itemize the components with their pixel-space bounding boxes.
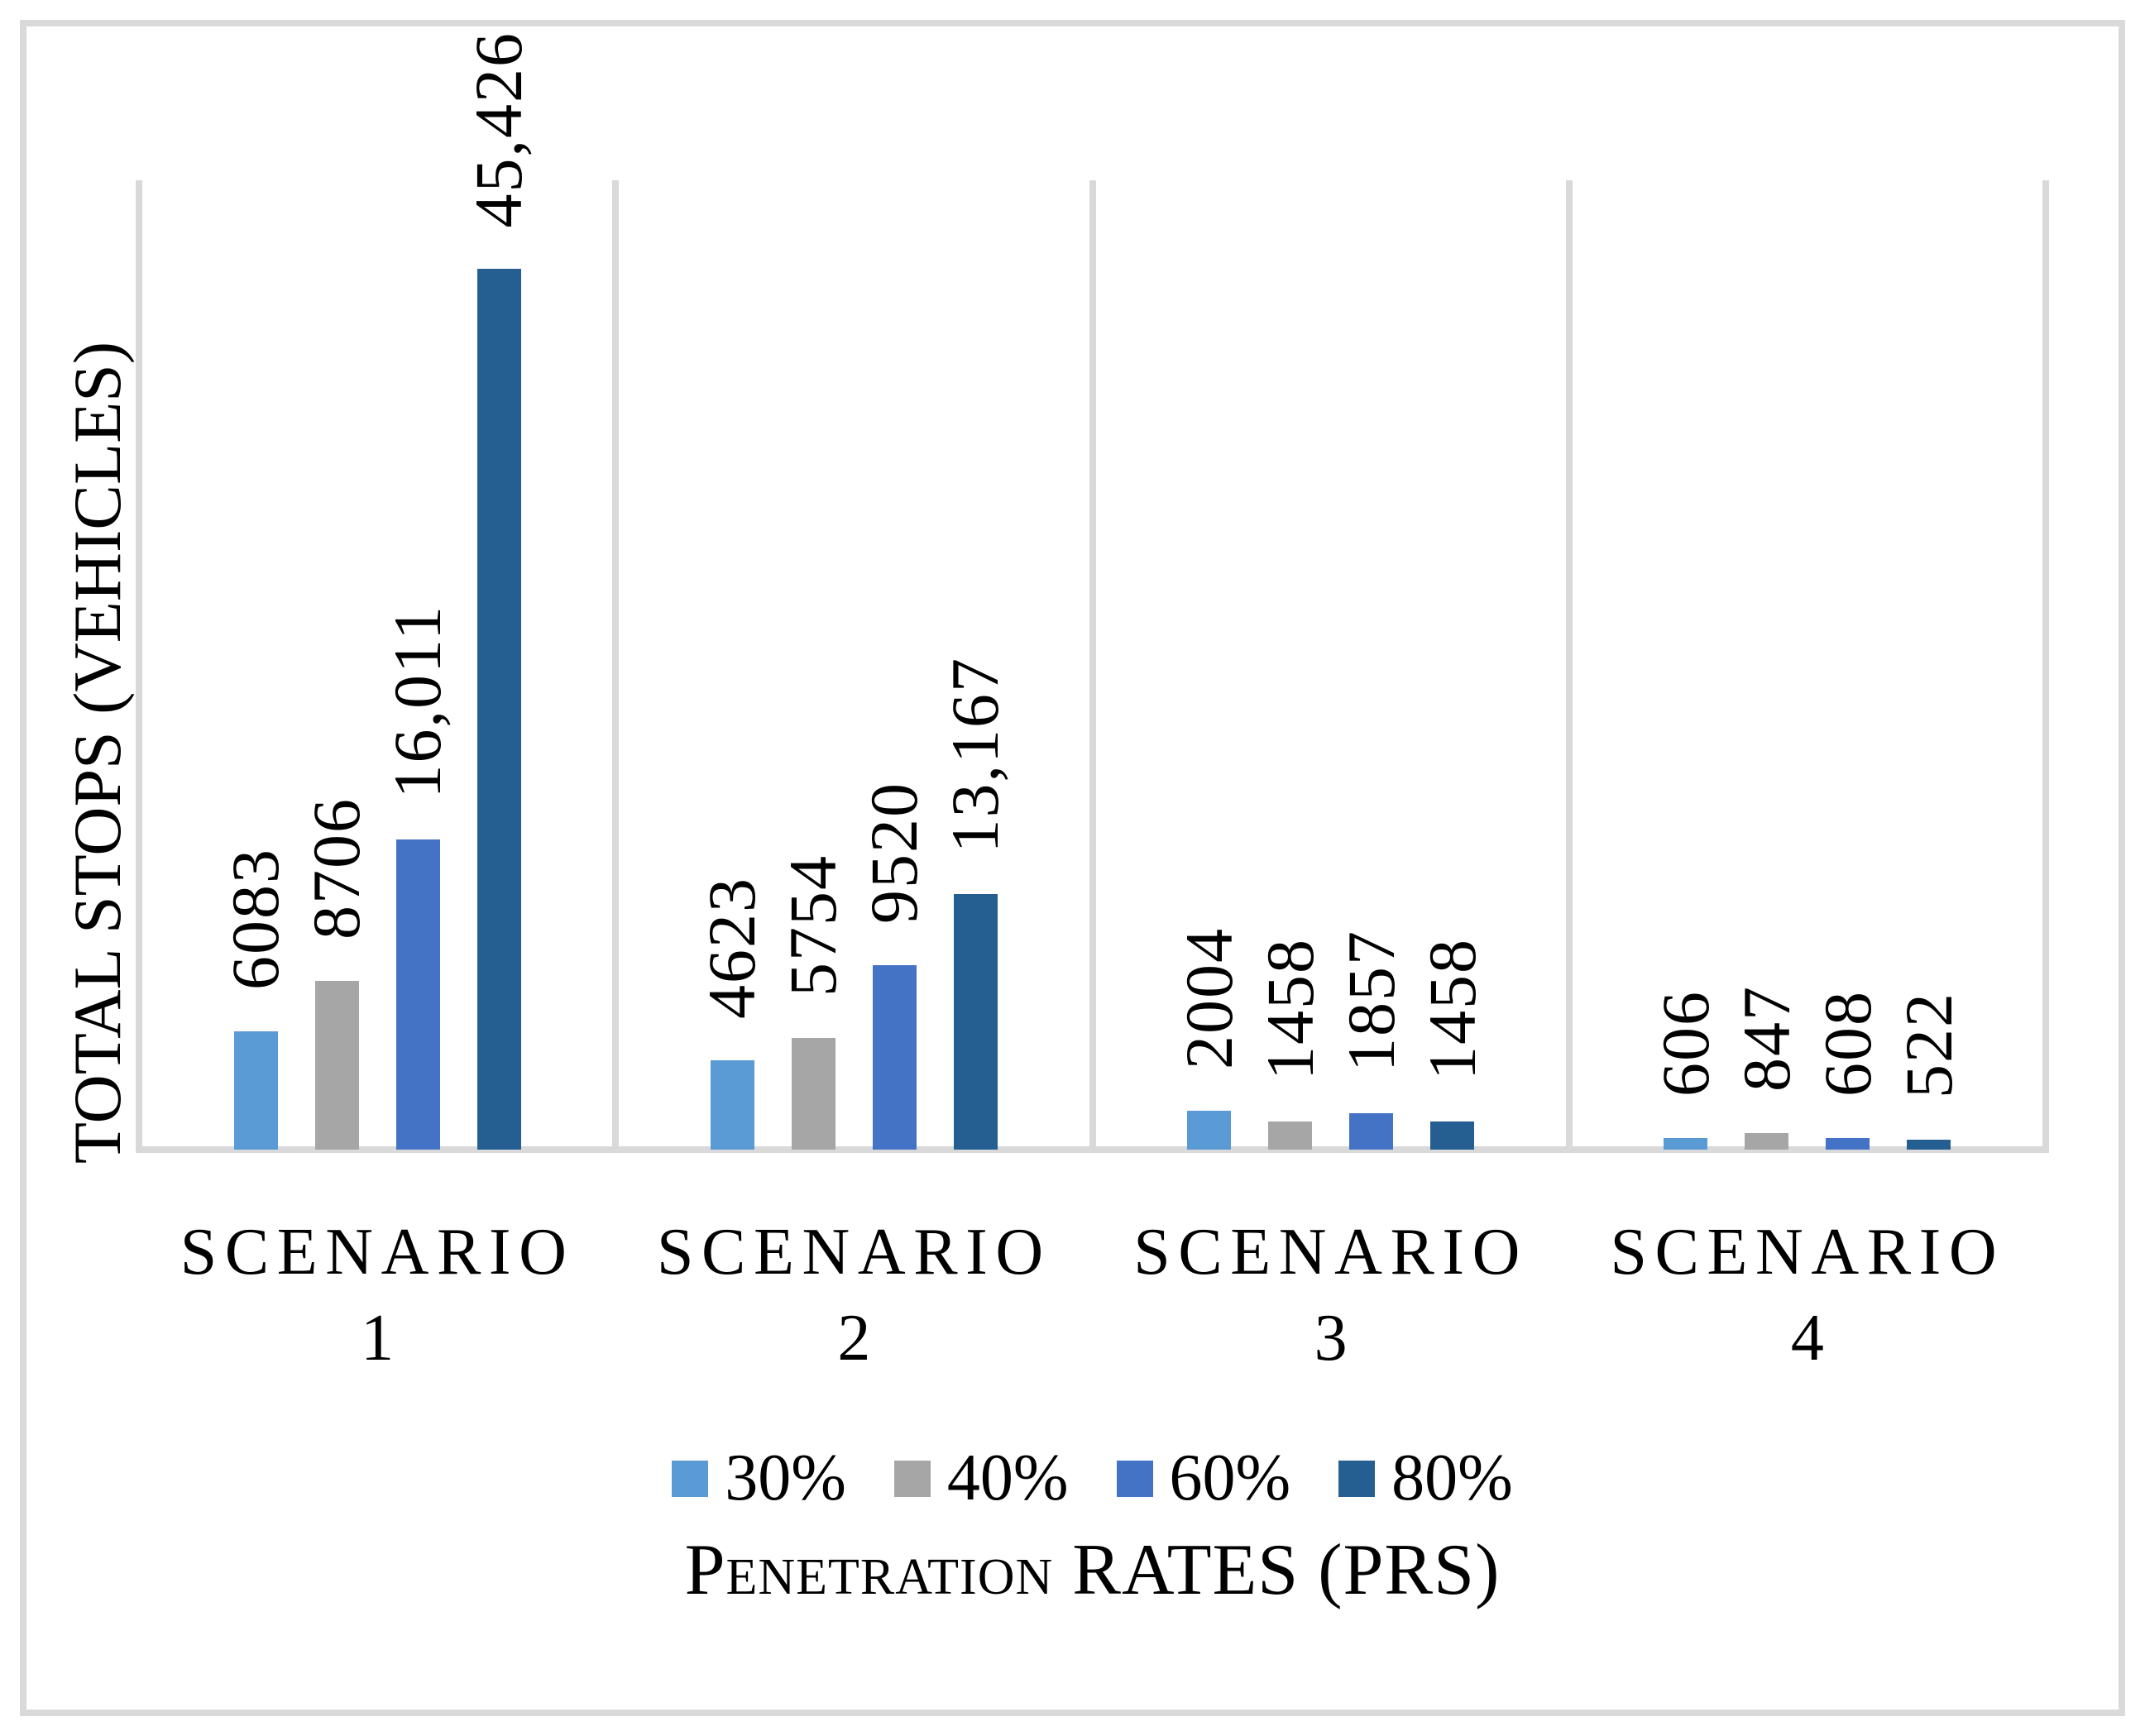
bar-30pct-scenario-4	[1664, 1138, 1708, 1150]
legend-swatch-40pct	[893, 1460, 931, 1497]
bar-80pct-scenario-4	[1907, 1140, 1951, 1150]
x-axis-title: Penetration RATES (PRS)	[684, 1530, 1501, 1610]
bar-60pct-scenario-4	[1826, 1138, 1870, 1150]
value-label: 2004	[1171, 927, 1247, 1069]
category-label-text: SCENARIO	[180, 1216, 575, 1289]
value-label: 847	[1728, 985, 1804, 1092]
y-axis-title-text: TOTAL STOPS (VEHICLES)	[60, 341, 135, 1165]
category-label-number: 2	[837, 1302, 871, 1375]
legend-label: 80%	[1391, 1442, 1513, 1514]
legend-item-30pct: 30%	[672, 1441, 846, 1516]
legend-swatch-30pct	[672, 1460, 709, 1497]
value-label: 8706	[299, 797, 375, 940]
category-label-number: 1	[361, 1302, 395, 1375]
bar-80pct-scenario-1	[476, 269, 521, 1150]
legend-label: 60%	[1169, 1442, 1291, 1514]
category-label-number: 4	[1790, 1302, 1824, 1375]
bar-80pct-scenario-3	[1430, 1121, 1475, 1150]
category-label-scenario-3: SCENARIO 3	[1093, 1209, 1569, 1381]
bar-60pct-scenario-2	[872, 965, 917, 1150]
legend-item-40pct: 40%	[893, 1441, 1069, 1516]
category-label-text: SCENARIO	[656, 1216, 1051, 1289]
value-label: 9520	[856, 782, 932, 924]
legend-item-80pct: 80%	[1338, 1441, 1513, 1516]
value-label: 606	[1647, 990, 1723, 1097]
y-axis-title: TOTAL STOPS (VEHICLES)	[48, 265, 147, 1241]
bar-30pct-scenario-1	[233, 1031, 278, 1150]
bar-80pct-scenario-2	[953, 894, 998, 1150]
bar-30pct-scenario-2	[710, 1060, 754, 1150]
value-label: 6083	[218, 848, 294, 990]
gridline	[136, 180, 142, 1146]
bar-60pct-scenario-3	[1349, 1113, 1394, 1150]
bar-30pct-scenario-3	[1187, 1111, 1232, 1150]
x-axis-line	[136, 1146, 2049, 1153]
value-label: 1458	[1414, 938, 1490, 1080]
category-label-text: SCENARIO	[1133, 1216, 1529, 1289]
value-label: 522	[1890, 992, 1966, 1098]
chart-border	[20, 20, 2125, 1716]
bar-60pct-scenario-1	[395, 839, 440, 1150]
value-label: 1857	[1333, 930, 1409, 1072]
legend-label: 40%	[946, 1442, 1069, 1514]
gridline	[1565, 180, 1573, 1146]
gridline	[1089, 180, 1096, 1146]
gridline	[612, 180, 620, 1146]
category-label-number: 3	[1314, 1302, 1348, 1375]
category-label-scenario-4: SCENARIO 4	[1569, 1209, 2046, 1381]
legend: 30% 40% 60% 80%	[139, 1441, 2046, 1516]
value-label: 608	[1809, 990, 1885, 1097]
bar-40pct-scenario-3	[1268, 1121, 1313, 1150]
legend-label: 30%	[725, 1442, 846, 1514]
value-label: 5754	[775, 854, 851, 997]
bar-40pct-scenario-2	[791, 1038, 835, 1150]
bar-40pct-scenario-1	[314, 981, 359, 1150]
bar-40pct-scenario-4	[1745, 1133, 1789, 1150]
value-label: 45,426	[461, 31, 537, 228]
gridline	[2042, 180, 2049, 1146]
value-label: 16,011	[380, 604, 456, 798]
legend-swatch-80pct	[1338, 1460, 1376, 1497]
value-label: 4623	[694, 877, 770, 1019]
legend-swatch-60pct	[1116, 1460, 1153, 1497]
category-label-scenario-2: SCENARIO 2	[615, 1209, 1092, 1381]
category-label-scenario-1: SCENARIO 1	[139, 1209, 615, 1381]
legend-item-60pct: 60%	[1116, 1441, 1291, 1516]
value-label: 13,167	[937, 656, 1013, 854]
value-label: 1458	[1252, 938, 1328, 1080]
category-label-text: SCENARIO	[1610, 1216, 2005, 1289]
